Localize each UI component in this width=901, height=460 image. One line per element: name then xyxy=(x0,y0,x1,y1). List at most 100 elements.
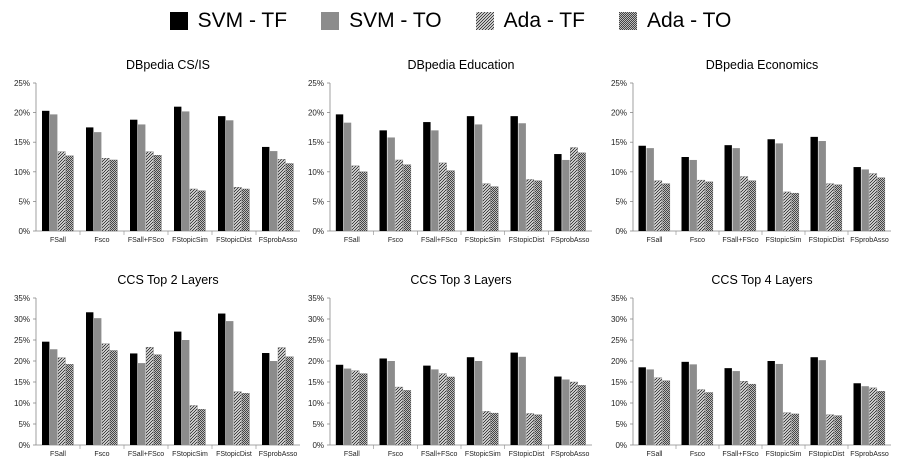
bar-svm-tf xyxy=(174,331,182,445)
legend-item-ada-to: Ada - TO xyxy=(618,9,731,33)
x-category-label: Fsco xyxy=(690,237,705,244)
x-category-label: Fsco xyxy=(94,451,109,458)
y-tick-label: 20% xyxy=(14,357,30,366)
bar-svm-tf xyxy=(130,119,138,231)
bar-svm-tf xyxy=(638,367,646,445)
bar-ada-tf xyxy=(145,346,154,446)
bar-ada-to xyxy=(153,354,162,446)
bar-ada-to xyxy=(877,391,886,446)
bar-ada-tf xyxy=(145,151,154,232)
bar-ada-to xyxy=(748,180,757,232)
bar-ada-to xyxy=(447,170,455,232)
bar-svm-to xyxy=(431,130,439,231)
bar-ada-tf xyxy=(57,151,66,232)
x-category-label: FSall+FSco xyxy=(722,451,758,458)
y-tick-label: 5% xyxy=(312,420,324,429)
bar-svm-to xyxy=(226,120,234,231)
bar-ada-tf xyxy=(395,159,404,232)
x-category-label: FStopicSim xyxy=(766,237,802,244)
x-category-label: FStopicDist xyxy=(509,451,545,458)
y-tick-label: 35% xyxy=(308,294,324,303)
bar-svm-tf xyxy=(853,383,861,445)
x-category-label: FSall xyxy=(647,451,663,458)
y-tick-label: 25% xyxy=(308,336,324,345)
x-category-label: FStopicDist xyxy=(216,451,252,458)
bar-ada-to xyxy=(447,376,455,446)
bar-svm-to xyxy=(775,143,783,231)
y-tick-label: 30% xyxy=(611,315,627,324)
x-category-label: FStopicDist xyxy=(216,237,252,244)
bar-svm-tf xyxy=(554,376,562,445)
bar-svm-to xyxy=(562,379,570,445)
x-category-label: FSall+FSco xyxy=(421,451,457,458)
bar-ada-tf xyxy=(783,412,792,446)
panel-title: CCS Top 3 Layers xyxy=(410,273,511,287)
bar-ada-tf xyxy=(740,381,749,446)
y-tick-label: 30% xyxy=(14,315,30,324)
y-tick-label: 25% xyxy=(308,79,324,88)
x-category-label: FStopicSim xyxy=(766,451,802,458)
x-category-label: FSall+FSco xyxy=(722,237,758,244)
x-category-label: FSall+FSco xyxy=(128,237,164,244)
bar-svm-to xyxy=(518,123,526,231)
y-tick-label: 20% xyxy=(611,357,627,366)
bar-ada-tf xyxy=(482,411,491,446)
legend-label-svm-to: SVM - TO xyxy=(349,9,442,32)
bar-ada-tf xyxy=(277,347,286,446)
bar-svm-tf xyxy=(510,116,518,231)
bar-ada-to xyxy=(65,155,74,232)
bar-ada-to xyxy=(241,393,250,446)
x-category-label: FStopicSim xyxy=(465,451,501,458)
bar-svm-to xyxy=(226,321,234,445)
bar-ada-to xyxy=(359,171,368,232)
bar-ada-to xyxy=(403,164,412,232)
y-tick-label: 0% xyxy=(18,227,30,236)
bar-svm-tf xyxy=(810,357,818,445)
x-category-label: FStopicDist xyxy=(509,237,545,244)
x-category-label: FStopicSim xyxy=(465,237,501,244)
bar-svm-to xyxy=(387,137,395,231)
bar-ada-to xyxy=(197,190,206,232)
bar-ada-tf xyxy=(697,389,706,446)
x-category-label: FStopicSim xyxy=(172,237,208,244)
bar-ada-to xyxy=(578,385,586,446)
bar-svm-tf xyxy=(262,146,270,231)
y-tick-label: 5% xyxy=(312,197,324,206)
bar-ada-tf xyxy=(101,158,110,232)
y-tick-label: 15% xyxy=(611,138,627,147)
bar-svm-to xyxy=(270,151,278,231)
bar-ada-tf xyxy=(783,191,792,232)
bar-ada-to xyxy=(534,180,543,232)
y-tick-label: 20% xyxy=(611,109,627,118)
y-tick-label: 0% xyxy=(615,227,627,236)
y-tick-label: 35% xyxy=(14,294,30,303)
bar-svm-tf xyxy=(423,365,431,445)
bar-svm-to xyxy=(431,369,439,445)
bar-svm-tf xyxy=(681,157,689,231)
bar-svm-tf xyxy=(767,139,775,231)
y-tick-label: 25% xyxy=(611,79,627,88)
y-tick-label: 35% xyxy=(611,294,627,303)
bar-svm-to xyxy=(138,124,146,231)
panel-title: DBpedia Economics xyxy=(706,58,819,72)
bar-ada-to xyxy=(748,383,757,446)
bar-svm-tf xyxy=(466,116,475,231)
bar-svm-to xyxy=(94,318,102,445)
y-tick-label: 5% xyxy=(18,197,30,206)
x-category-label: Fsco xyxy=(690,451,705,458)
bar-svm-tf xyxy=(262,353,270,445)
bar-svm-tf xyxy=(218,116,226,231)
bar-svm-tf xyxy=(86,127,94,231)
bar-ada-tf xyxy=(740,176,749,232)
bar-ada-tf xyxy=(570,147,578,232)
y-tick-label: 10% xyxy=(14,168,30,177)
x-category-label: FSprobAsso xyxy=(850,237,889,244)
bar-svm-to xyxy=(861,169,869,231)
bar-svm-tf xyxy=(767,361,775,445)
y-tick-label: 10% xyxy=(611,399,627,408)
x-category-label: FSall xyxy=(50,451,66,458)
y-tick-label: 0% xyxy=(312,441,324,450)
bar-svm-to xyxy=(646,148,654,231)
legend-item-ada-tf: Ada - TF xyxy=(475,9,585,33)
bar-ada-tf xyxy=(277,159,286,232)
